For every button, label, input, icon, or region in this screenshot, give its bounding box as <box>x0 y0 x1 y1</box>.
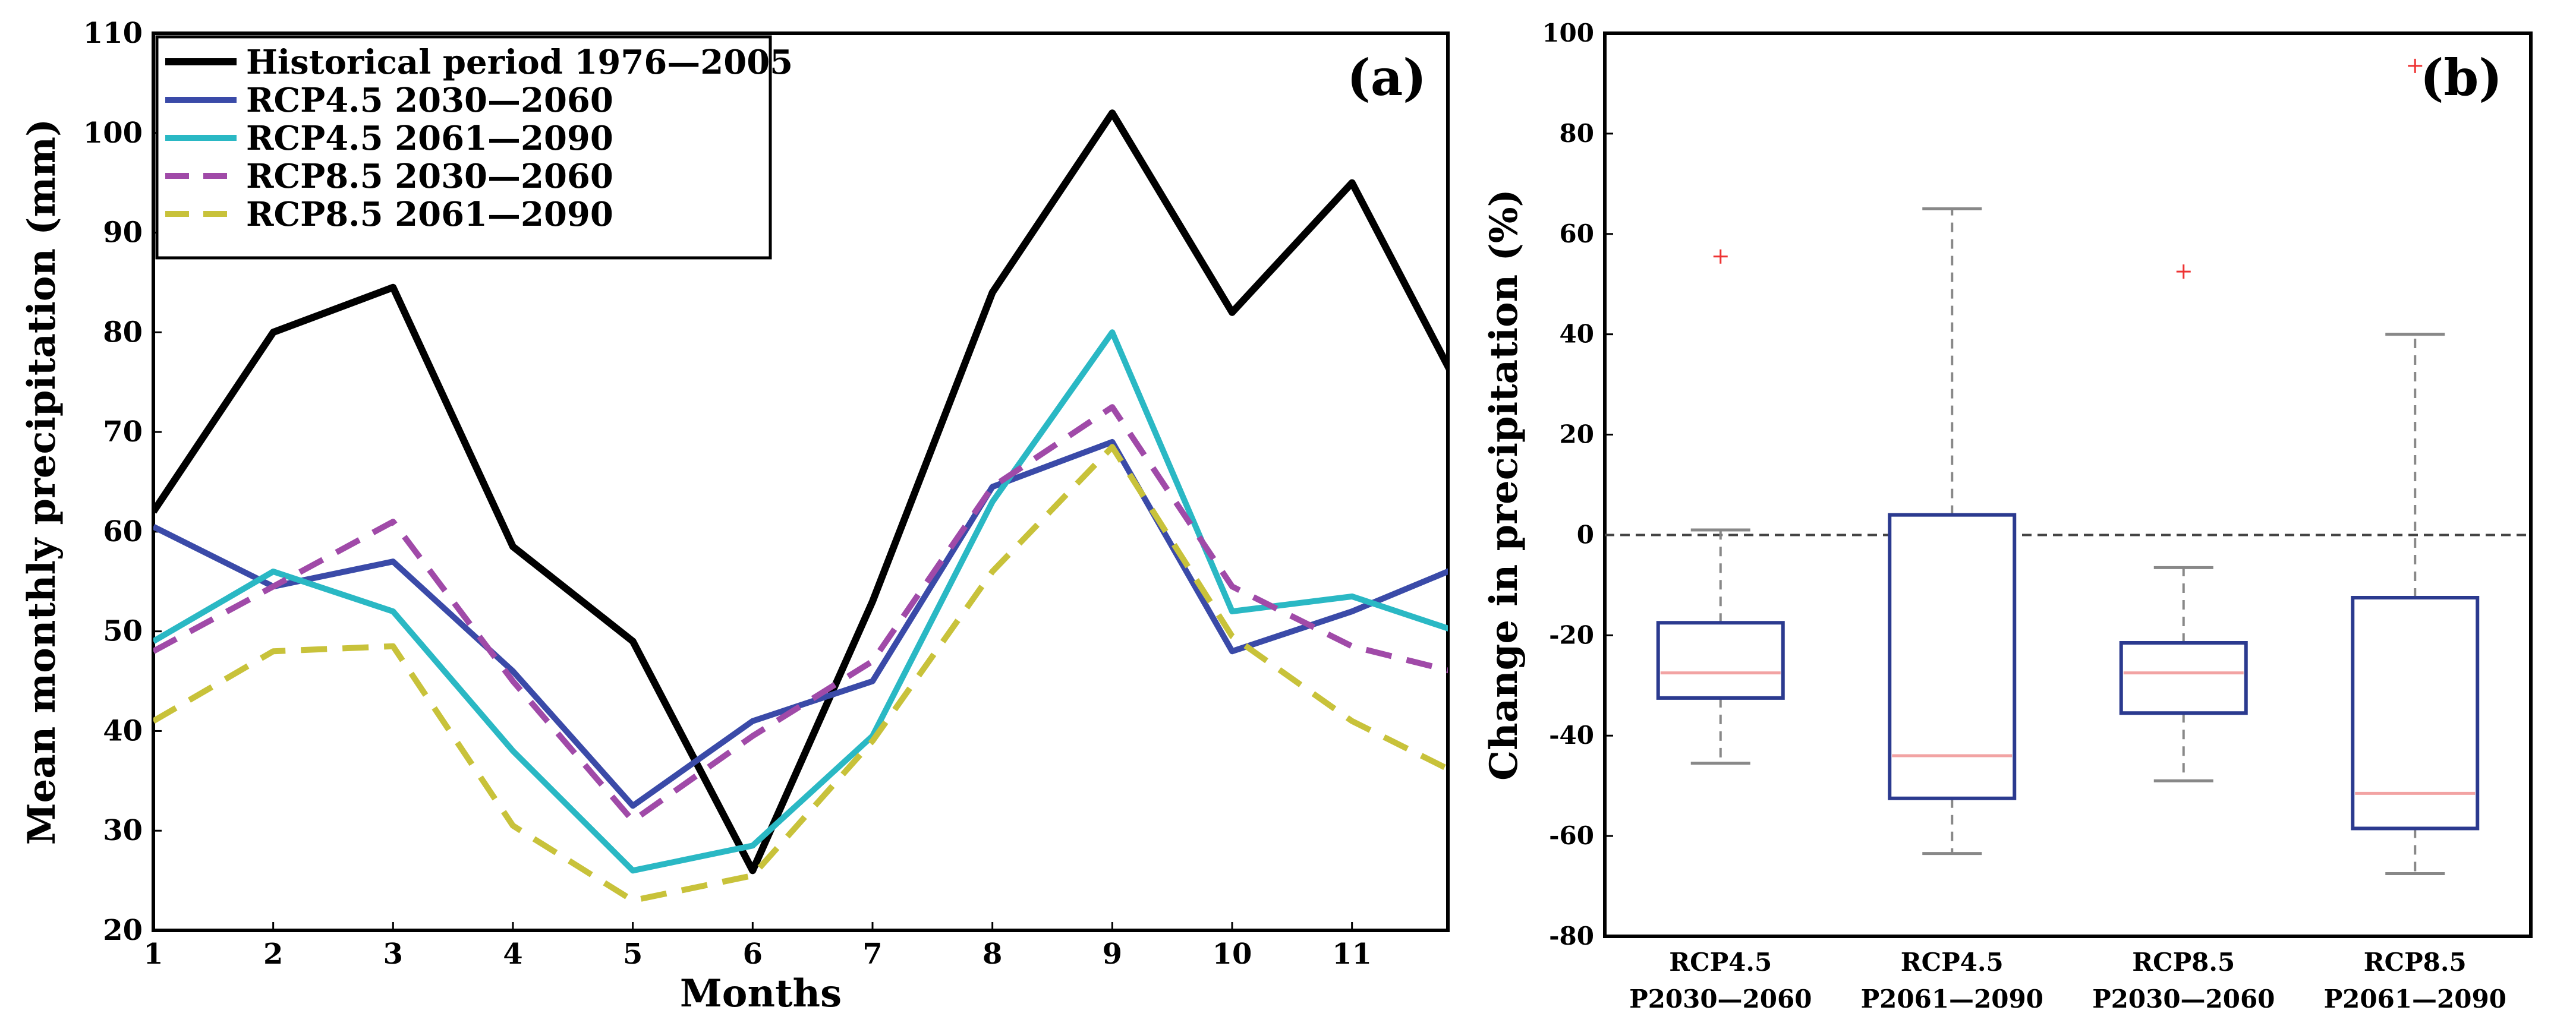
y-tick-label: -60 <box>1549 821 1594 850</box>
x-tick-label: 4 <box>503 938 522 971</box>
x-tick-label: 5 <box>623 938 643 971</box>
category-label-line2: P2061—2090 <box>1861 984 2043 1014</box>
y-tick-label: 80 <box>103 315 143 349</box>
y-tick-label: 100 <box>1542 18 1594 48</box>
legend-entry-4: RCP8.5 2061—2090 <box>246 195 613 234</box>
outlier-marker <box>1713 249 1728 264</box>
box-0 <box>1656 249 1785 765</box>
x-tick-label: 6 <box>743 938 763 971</box>
y-tick-label: -40 <box>1549 721 1594 750</box>
x-tick-label: 11 <box>1332 938 1372 971</box>
legend-entry-1: RCP4.5 2030—2060 <box>246 81 613 120</box>
category-label-line1: RCP8.5 <box>2364 948 2467 977</box>
y-tick-label: 110 <box>83 17 143 50</box>
panel-b-ticks: -80 -60 -40 -20 0 20 40 60 80 100 RCP4.5 P2030—2060… <box>1542 18 2506 1014</box>
panel-a-label: (a) <box>1347 48 1426 107</box>
series-line-1 <box>153 438 1448 809</box>
category-label-line2: P2030—2060 <box>1629 984 1812 1014</box>
panel-a-x-axis-label: Months <box>680 971 842 1016</box>
x-tick-label: 8 <box>982 938 1002 971</box>
box-1 <box>1888 207 2017 856</box>
box-2 <box>2119 264 2248 782</box>
y-tick-label: 20 <box>1560 420 1594 449</box>
category-label-line1: RCP4.5 <box>1669 948 1772 977</box>
y-tick-label: -80 <box>1549 921 1594 951</box>
y-tick-label: 0 <box>1577 520 1594 549</box>
panel-a-series <box>153 109 1448 904</box>
panel-a-y-axis-label: Mean monthly precipitation (mm) <box>20 119 64 845</box>
series-line-3 <box>153 404 1448 824</box>
panel-b-boxes <box>1656 58 2480 875</box>
x-tick-label: 10 <box>1213 938 1252 971</box>
series-line-0 <box>153 109 1448 875</box>
x-tick-label: 2 <box>263 938 283 971</box>
box-3 <box>2351 58 2480 875</box>
y-tick-label: 70 <box>103 415 143 449</box>
legend-entry-3: RCP8.5 2030—2060 <box>246 157 613 196</box>
outlier-marker <box>2408 58 2423 73</box>
y-tick-label: 40 <box>1560 320 1594 349</box>
category-label-line1: RCP4.5 <box>1901 948 2004 977</box>
x-tick-label: 9 <box>1103 938 1122 971</box>
iqr-box <box>2351 596 2480 831</box>
y-tick-label: 60 <box>103 515 143 548</box>
legend-entry-2: RCP4.5 2061—2090 <box>246 119 613 158</box>
x-tick-label: 3 <box>383 938 403 971</box>
y-tick-label: 30 <box>103 814 143 847</box>
y-tick-label: 90 <box>103 216 143 250</box>
y-tick-label: -20 <box>1549 620 1594 649</box>
iqr-box <box>1888 513 2017 800</box>
panel-b-label: (b) <box>2420 48 2502 107</box>
y-tick-label: 20 <box>103 914 143 947</box>
x-tick-label: 7 <box>862 938 882 971</box>
x-tick-label: 1 <box>143 938 163 971</box>
y-tick-label: 40 <box>103 714 143 747</box>
category-label-line1: RCP8.5 <box>2132 948 2235 977</box>
legend-box <box>155 35 772 260</box>
panel-a-ticks: 1 2 3 4 5 6 7 8 9 10 11 20 30 40 50 60 70 80 90 100 110 <box>83 17 1372 971</box>
iqr-box <box>2119 641 2248 715</box>
category-label-line2: P2061—2090 <box>2324 984 2506 1014</box>
category-label-line2: P2030—2060 <box>2092 984 2275 1014</box>
legend-entry-0: Historical period 1976—2005 <box>246 43 793 82</box>
iqr-box <box>1656 621 1785 700</box>
series-line-2 <box>153 329 1448 874</box>
panel-b-box-plot: -80 -60 -40 -20 0 20 40 60 80 100 RCP4.5 P2030—2060… <box>1482 18 2533 1014</box>
y-tick-label: 80 <box>1560 119 1594 148</box>
y-tick-label: 60 <box>1560 219 1594 248</box>
series-line-4 <box>153 444 1448 904</box>
y-tick-label: 100 <box>83 116 143 150</box>
panel-b-y-axis-label: Change in precipitation (%) <box>1482 189 1526 781</box>
outlier-marker <box>2176 264 2191 279</box>
y-tick-label: 50 <box>103 615 143 648</box>
